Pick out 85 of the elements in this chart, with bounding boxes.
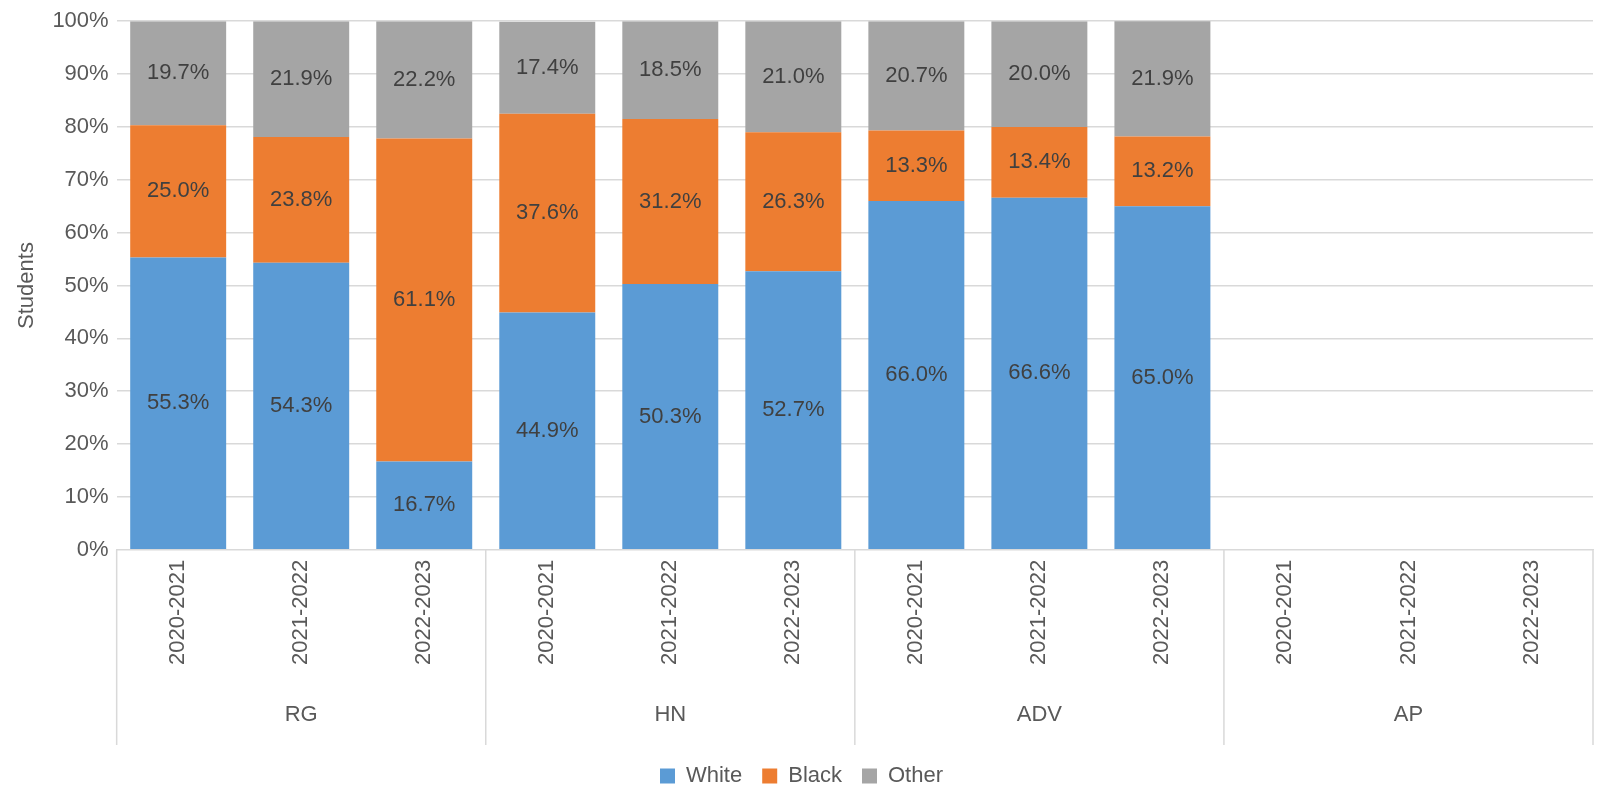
bar: [745, 21, 842, 133]
bar: [130, 21, 227, 126]
x-tick-label: 2022-2023: [1148, 559, 1174, 666]
x-tick-label: 2020-2021: [533, 559, 559, 666]
bar: [499, 21, 596, 114]
data-label: 21.0%: [762, 62, 825, 88]
bar: [868, 200, 965, 550]
data-label: 66.6%: [1008, 359, 1071, 385]
y-tick-label: 20%: [64, 430, 109, 456]
data-label: 50.3%: [639, 402, 702, 428]
data-label: 23.8%: [270, 185, 333, 211]
x-tick-label: 2022-2023: [1517, 559, 1543, 666]
x-tick-label: 2021-2022: [656, 559, 682, 666]
x-tick-label: 2022-2023: [410, 559, 436, 666]
x-tick-label: 2020-2021: [1271, 559, 1297, 666]
text: RG: [284, 701, 318, 727]
data-label: 52.7%: [762, 396, 825, 422]
data-label: 31.2%: [639, 187, 702, 213]
data-label: 66.0%: [885, 361, 948, 387]
data-label: 13.2%: [1131, 157, 1194, 183]
x-tick-label: 2020-2021: [902, 559, 928, 666]
bar: [130, 125, 227, 258]
bar: [130, 257, 227, 550]
y-tick-label: 100%: [52, 7, 109, 33]
x-tick-label: 2020-2021: [164, 559, 190, 666]
x-tick-label: 2021-2022: [1025, 559, 1051, 666]
bar: [868, 130, 965, 201]
y-tick-label: 40%: [64, 324, 109, 350]
bar: [253, 262, 350, 550]
bar: [253, 21, 350, 137]
legend-label: Black: [788, 762, 844, 788]
data-label: 13.4%: [1008, 148, 1071, 174]
data-label: 22.2%: [393, 65, 456, 91]
bar: [745, 132, 842, 272]
data-label: 26.3%: [762, 187, 825, 213]
y-tick-label: 30%: [64, 377, 109, 403]
data-label: 61.1%: [393, 286, 456, 312]
x-tick-label: 2022-2023: [779, 559, 805, 666]
x-tick-label: 2021-2022: [287, 559, 313, 666]
bar: [622, 118, 719, 284]
text: AP: [1393, 701, 1424, 727]
data-label: 20.0%: [1008, 60, 1071, 86]
y-tick-label: 50%: [64, 271, 109, 297]
data-label: 18.5%: [639, 56, 702, 82]
bar: [1114, 136, 1211, 207]
data-label: 21.9%: [1131, 64, 1194, 90]
data-label: 65.0%: [1131, 363, 1194, 389]
legend-label: White: [685, 762, 743, 788]
y-tick-label: 70%: [64, 165, 109, 191]
bar: [991, 21, 1088, 127]
y-tick-label: 90%: [64, 60, 109, 86]
bar: [868, 21, 965, 131]
data-label: 44.9%: [516, 416, 579, 442]
bar: [622, 283, 719, 550]
bar: [991, 197, 1088, 550]
bar: [1114, 206, 1211, 550]
bar: [499, 312, 596, 550]
text: HN: [654, 701, 687, 727]
bar: [376, 21, 473, 139]
data-label: 20.7%: [885, 61, 948, 87]
text: ADV: [1016, 701, 1063, 727]
bar: [1114, 21, 1211, 137]
data-label: 25.0%: [146, 177, 210, 203]
bar: [253, 136, 350, 263]
y-tick-label: 80%: [64, 112, 109, 138]
y-axis-title: Students: [13, 242, 39, 329]
data-label: 19.7%: [146, 59, 210, 85]
y-tick-label: 0%: [76, 535, 109, 561]
bar: [376, 138, 473, 462]
bar: [991, 126, 1088, 198]
data-label: 37.6%: [516, 199, 579, 225]
y-tick-label: 60%: [64, 218, 109, 244]
data-label: 16.7%: [393, 491, 456, 517]
data-label: 54.3%: [270, 391, 333, 417]
data-label: 13.3%: [885, 151, 948, 177]
legend-label: Other: [888, 762, 944, 788]
data-label: 17.4%: [516, 53, 579, 79]
bar: [376, 461, 473, 550]
data-label: 21.9%: [270, 65, 333, 91]
bar: [499, 113, 596, 313]
x-tick-label: 2021-2022: [1394, 559, 1420, 666]
data-label: 55.3%: [146, 389, 210, 415]
bar: [622, 21, 719, 119]
bar: [745, 271, 842, 550]
y-tick-label: 10%: [64, 482, 109, 508]
